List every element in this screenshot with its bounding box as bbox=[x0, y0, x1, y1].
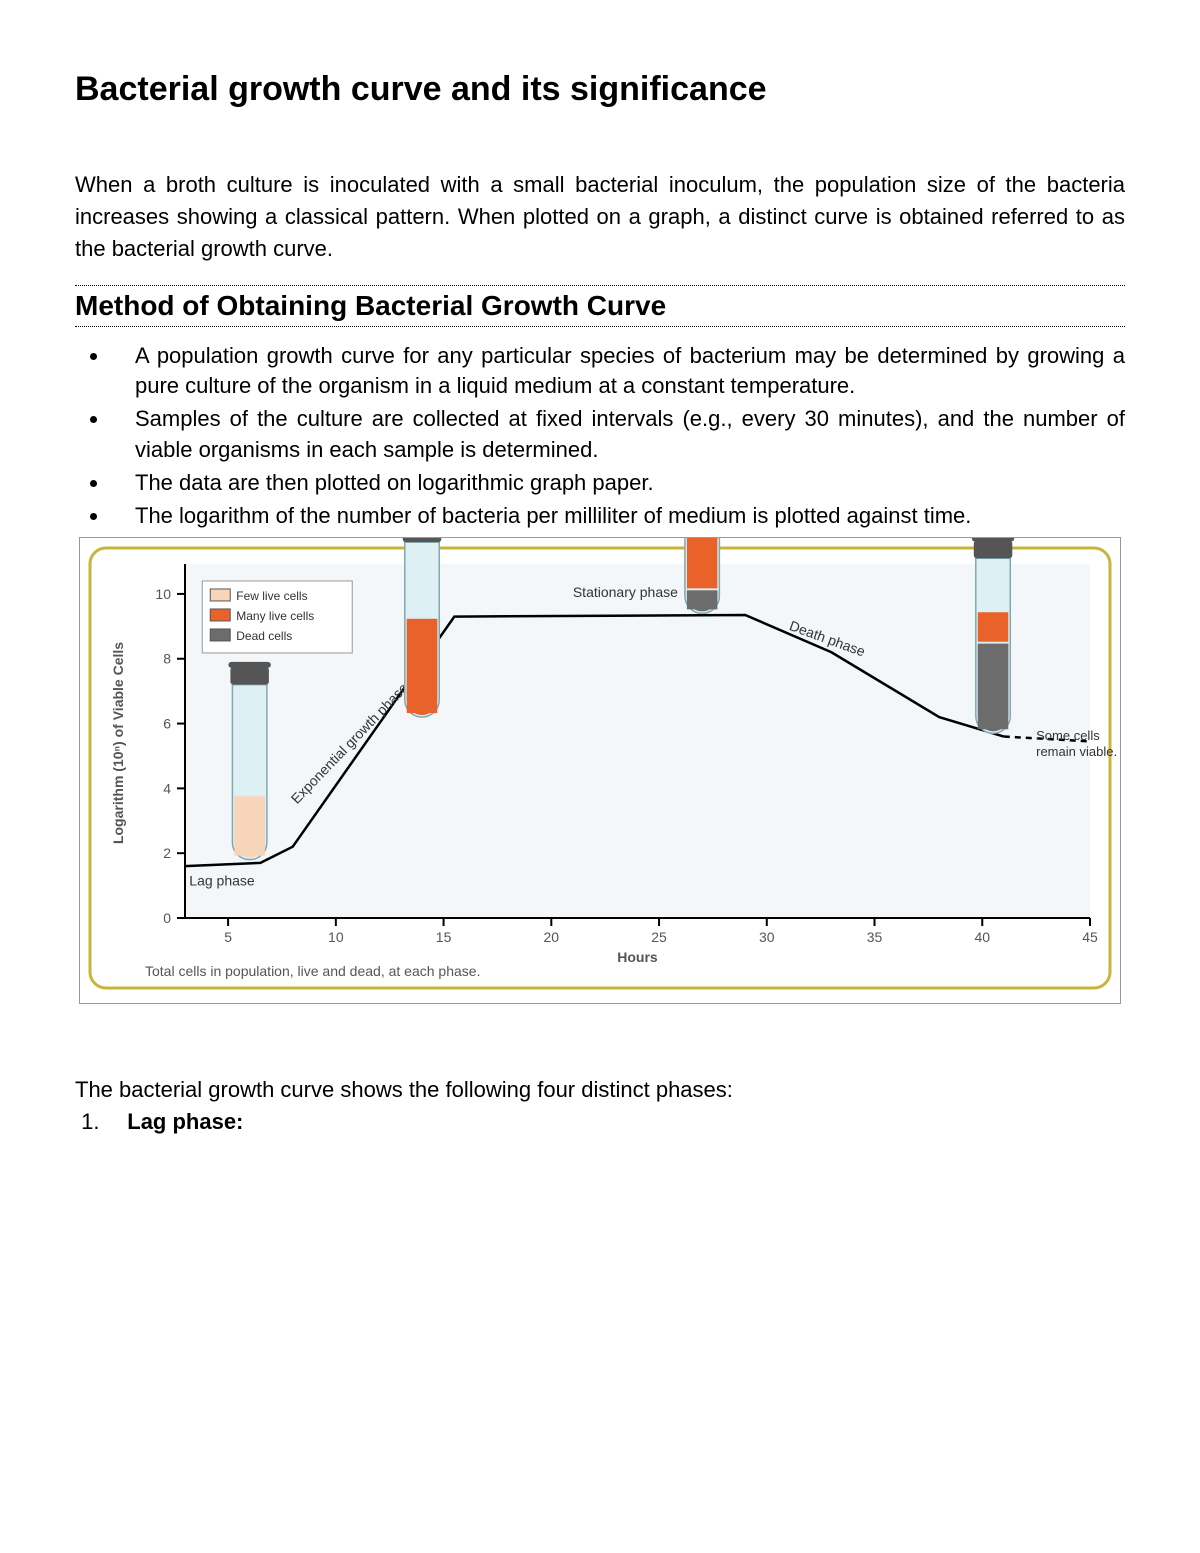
svg-text:8: 8 bbox=[163, 651, 171, 667]
list-item: The logarithm of the number of bacteria … bbox=[110, 501, 1125, 532]
svg-text:remain viable.: remain viable. bbox=[1036, 744, 1117, 759]
phase-number: 1. bbox=[81, 1106, 121, 1138]
svg-text:Many live cells: Many live cells bbox=[236, 609, 314, 623]
method-heading: Method of Obtaining Bacterial Growth Cur… bbox=[75, 285, 1125, 327]
svg-text:15: 15 bbox=[436, 929, 452, 945]
svg-text:Lag phase: Lag phase bbox=[189, 873, 255, 889]
svg-text:30: 30 bbox=[759, 929, 775, 945]
list-item: The data are then plotted on logarithmic… bbox=[110, 468, 1125, 499]
svg-text:0: 0 bbox=[163, 910, 171, 926]
svg-text:10: 10 bbox=[155, 586, 171, 602]
svg-text:Logarithm (10ⁿ) of Viable Cell: Logarithm (10ⁿ) of Viable Cells bbox=[110, 642, 126, 844]
method-bullet-list: A population growth curve for any partic… bbox=[75, 341, 1125, 532]
svg-text:45: 45 bbox=[1082, 929, 1098, 945]
svg-text:Total cells in population, liv: Total cells in population, live and dead… bbox=[145, 963, 480, 979]
intro-paragraph: When a broth culture is inoculated with … bbox=[75, 169, 1125, 265]
phases-intro: The bacterial growth curve shows the fol… bbox=[75, 1074, 1125, 1138]
growth-curve-figure: 0 2 4 6 8 10 5 10 15 20 25 30 35 40 45 Hours Logarithm (… bbox=[79, 537, 1121, 1004]
phase-list-item: 1. Lag phase: bbox=[75, 1106, 1125, 1138]
svg-text:Some cells: Some cells bbox=[1036, 728, 1100, 743]
phases-intro-text: The bacterial growth curve shows the fol… bbox=[75, 1074, 1125, 1106]
svg-text:40: 40 bbox=[974, 929, 990, 945]
list-item: Samples of the culture are collected at … bbox=[110, 404, 1125, 466]
svg-text:5: 5 bbox=[224, 929, 232, 945]
svg-text:6: 6 bbox=[163, 716, 171, 732]
svg-text:10: 10 bbox=[328, 929, 344, 945]
svg-text:4: 4 bbox=[163, 781, 171, 797]
phase-label: Lag phase: bbox=[127, 1109, 243, 1134]
svg-text:Dead cells: Dead cells bbox=[236, 629, 292, 643]
svg-text:Few live cells: Few live cells bbox=[236, 589, 307, 603]
svg-text:25: 25 bbox=[651, 929, 667, 945]
svg-text:2: 2 bbox=[163, 846, 171, 862]
svg-text:Hours: Hours bbox=[617, 949, 658, 965]
svg-text:35: 35 bbox=[867, 929, 883, 945]
page-title: Bacterial growth curve and its significa… bbox=[75, 70, 1125, 109]
svg-text:20: 20 bbox=[544, 929, 560, 945]
svg-text:Stationary phase: Stationary phase bbox=[573, 585, 678, 601]
growth-curve-chart: 0 2 4 6 8 10 5 10 15 20 25 30 35 40 45 Hours Logarithm (… bbox=[80, 538, 1120, 998]
list-item: A population growth curve for any partic… bbox=[110, 341, 1125, 403]
